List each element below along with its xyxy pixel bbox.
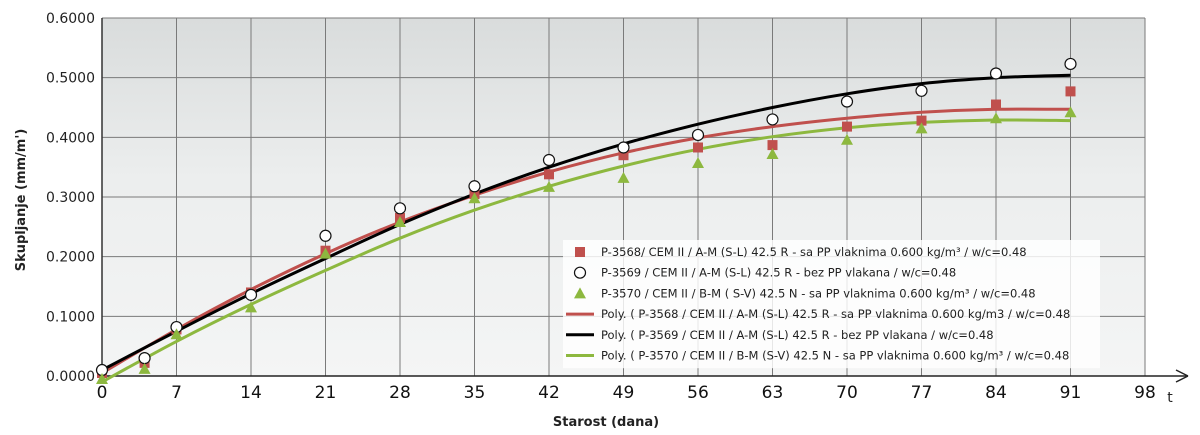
triangle-point xyxy=(170,328,183,340)
circle-point xyxy=(989,67,1003,80)
square-point xyxy=(916,115,927,126)
x-tick-labels: 0 7 14 21 28 35 42 49 56 63 70 77 84 91 98 xyxy=(97,383,1156,403)
circle-point xyxy=(915,84,928,97)
legend: P-3568/ CEM II / A-M (S-L) 42.5 R - sa P… xyxy=(563,240,1100,369)
x-axis-label: Starost (dana) xyxy=(553,415,659,430)
legend-entry: P-3570 / CEM II / B-M ( S-V) 42.5 N - sa… xyxy=(601,286,1036,300)
y-tick-labels: 0.0000 0.1000 0.2000 0.3000 0.4000 0.5000 0.60… xyxy=(46,11,95,385)
triangle-point xyxy=(394,216,406,228)
y-tick-label: 0.2000 xyxy=(46,250,95,266)
circle-point xyxy=(617,141,630,154)
x-tick-label: 70 xyxy=(836,383,858,403)
legend-marker-circle xyxy=(573,266,587,279)
legend-entry: Poly. ( P-3568 / CEM II / A-M (S-L) 42.5… xyxy=(601,307,1070,321)
x-axis-unit: t xyxy=(1167,390,1173,406)
x-tick-label: 84 xyxy=(985,383,1007,403)
x-tick-label: 49 xyxy=(613,383,635,403)
circle-point xyxy=(1064,57,1077,71)
x-tick-label: 14 xyxy=(240,383,262,403)
y-tick-label: 0.5000 xyxy=(46,71,95,87)
legend-entry: P-3568/ CEM II / A-M (S-L) 42.5 R - sa P… xyxy=(601,245,1027,259)
triangle-point xyxy=(766,148,779,160)
legend-entry: Poly. ( P-3570 / CEM II / B-M (S-V) 42.5… xyxy=(601,349,1069,363)
circle-point xyxy=(138,352,151,365)
x-tick-label: 91 xyxy=(1060,383,1082,403)
legend-entry: P-3569 / CEM II / A-M (S-L) 42.5 R - bez… xyxy=(601,266,956,280)
legend-marker-square xyxy=(575,247,585,257)
triangle-point xyxy=(543,180,555,192)
circle-point xyxy=(468,180,481,193)
triangle-point xyxy=(319,247,332,259)
y-tick-label: 0.1000 xyxy=(46,309,95,325)
square-point xyxy=(767,140,778,151)
square-point xyxy=(693,142,703,153)
triangle-point xyxy=(915,122,928,134)
square-point xyxy=(842,121,852,132)
circle-point xyxy=(319,229,332,242)
x-tick-label: 35 xyxy=(464,383,486,403)
triangle-point xyxy=(138,362,151,374)
y-tick-label: 0.3000 xyxy=(46,190,95,206)
x-tick-label: 98 xyxy=(1134,383,1156,403)
x-tick-label: 56 xyxy=(687,383,709,403)
x-tick-label: 7 xyxy=(171,383,182,403)
circle-point xyxy=(840,95,854,108)
axes xyxy=(101,18,1189,383)
triangle-point xyxy=(1064,106,1077,118)
square-point xyxy=(544,169,554,180)
x-axis-arrow xyxy=(1175,369,1189,383)
legend-marker-triangle xyxy=(574,287,586,299)
data-points xyxy=(95,57,1077,384)
triangle-point xyxy=(692,156,704,168)
triangle-point xyxy=(617,171,630,183)
x-tick-label: 77 xyxy=(911,383,933,403)
triangle-point xyxy=(245,301,257,313)
y-tick-label: 0.0000 xyxy=(46,369,95,385)
square-point xyxy=(618,150,629,161)
x-tick-label: 21 xyxy=(315,383,337,403)
x-tick-label: 28 xyxy=(389,383,411,403)
y-tick-label: 0.6000 xyxy=(46,11,95,27)
triangle-point xyxy=(990,112,1002,124)
x-tick-label: 42 xyxy=(538,383,560,403)
x-tick-label: 0 xyxy=(97,383,108,403)
circle-point xyxy=(691,128,705,142)
legend-box xyxy=(563,240,1100,369)
circle-point xyxy=(393,202,407,215)
legend-entry: Poly. ( P-3569 / CEM II / A-M (S-L) 42.5… xyxy=(601,328,994,342)
square-point xyxy=(991,99,1001,110)
y-axis-label: Skupljanje (mm/m') xyxy=(14,129,29,272)
y-tick-label: 0.4000 xyxy=(46,130,95,146)
x-tick-label: 63 xyxy=(762,383,784,403)
square-point xyxy=(1065,86,1076,97)
triangle-point xyxy=(841,133,853,145)
circle-point xyxy=(542,153,556,167)
circle-point xyxy=(766,113,779,126)
circle-point xyxy=(244,288,258,301)
triangle-point xyxy=(468,192,481,204)
triangle-point xyxy=(96,372,108,384)
